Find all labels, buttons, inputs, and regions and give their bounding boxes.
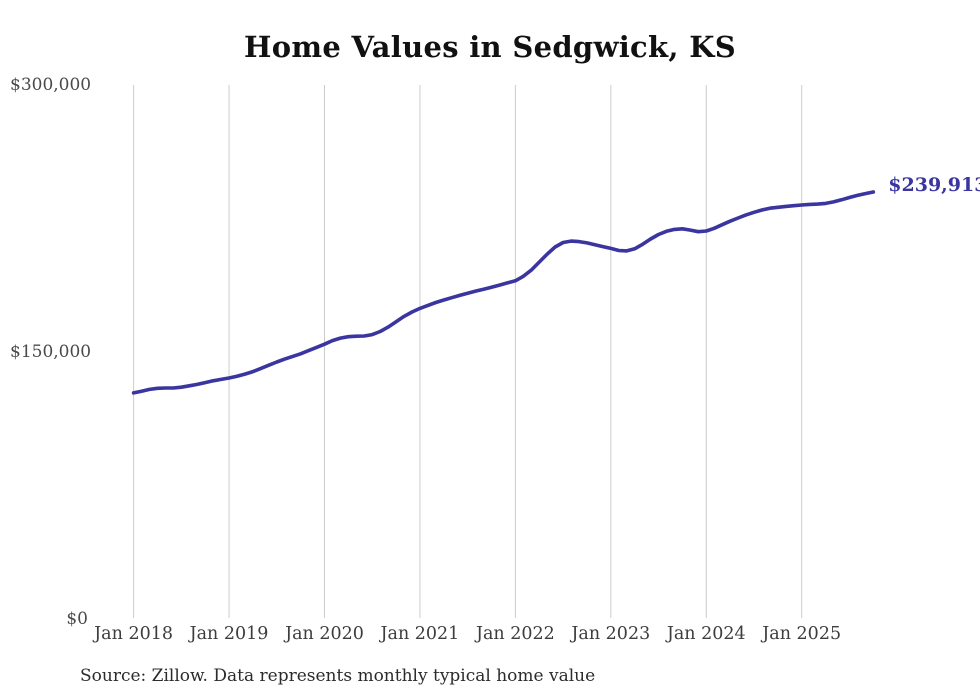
x-axis-label-jan-2020: Jan 2020: [285, 624, 364, 644]
y-axis-label-0: $0: [66, 609, 88, 629]
latest-value-label: $239,913: [888, 173, 980, 196]
gridlines: [133, 85, 803, 618]
chart-title: Home Values in Sedgwick, KS: [244, 30, 736, 64]
source-note: Source: Zillow. Data represents monthly …: [80, 666, 596, 686]
x-axis-label-jan-2025: Jan 2025: [762, 624, 842, 644]
x-axis-label-jan-2024: Jan 2024: [666, 624, 746, 644]
x-axis-label-jan-2023: Jan 2023: [571, 624, 651, 644]
y-axis-label-150k: $150,000: [10, 342, 92, 362]
home-value-line: [131, 190, 876, 395]
y-axis-label-300k: $300,000: [10, 75, 92, 95]
x-axis-label-jan-2018: Jan 2018: [94, 624, 173, 644]
x-axis-label-jan-2022: Jan 2022: [475, 624, 555, 644]
x-axis-label-jan-2021: Jan 2021: [380, 624, 460, 644]
x-axis-label-jan-2019: Jan 2019: [189, 624, 269, 644]
